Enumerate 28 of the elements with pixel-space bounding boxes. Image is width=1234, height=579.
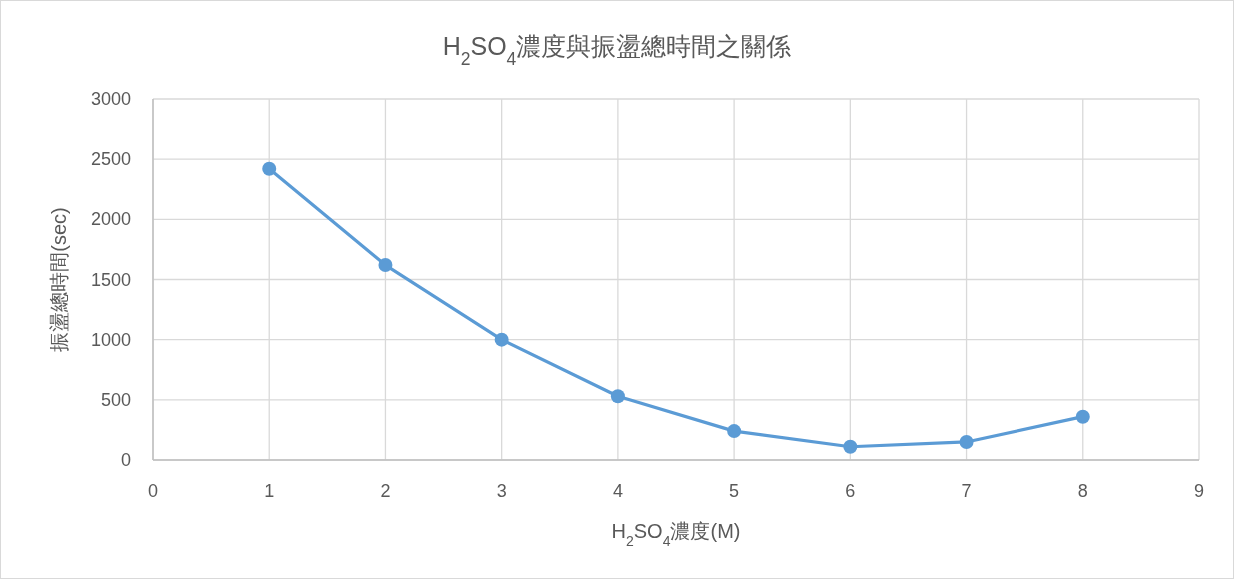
x-tick-label: 2 [380, 481, 391, 501]
y-tick-label: 500 [100, 389, 131, 410]
y-tick-label: 2500 [90, 149, 131, 170]
x-tick-label: 5 [729, 481, 740, 501]
point [959, 434, 974, 449]
x-tick-label: 6 [845, 481, 856, 501]
x-tick-label: 7 [961, 481, 972, 501]
y-tick-label: 0 [120, 450, 131, 470]
point [843, 439, 858, 454]
y-axis-title: 振盪總時間(sec) [48, 207, 70, 352]
y-tick-label: 1000 [90, 329, 131, 350]
y-tick-label: 3000 [90, 89, 131, 109]
x-tick-label: 9 [1193, 481, 1205, 501]
x-tick-label: 8 [1077, 481, 1088, 501]
x-tick-label: 0 [147, 481, 159, 501]
point [610, 389, 625, 404]
point [494, 332, 509, 347]
y-tick-label: 1500 [90, 269, 131, 290]
point [378, 258, 393, 273]
x-tick-label: 4 [612, 481, 623, 501]
point [727, 424, 742, 439]
x-tick-label: 1 [264, 481, 275, 501]
point [1075, 409, 1090, 424]
chart-title: H$_{2}$SO$_{4}$濃度與振盪總時間之關係 [442, 32, 792, 69]
x-axis-title: H$_{2}$SO$_{4}$濃度(M) [611, 520, 741, 549]
point [262, 161, 277, 176]
y-tick-label: 2000 [90, 209, 131, 230]
x-tick-label: 3 [496, 481, 507, 501]
